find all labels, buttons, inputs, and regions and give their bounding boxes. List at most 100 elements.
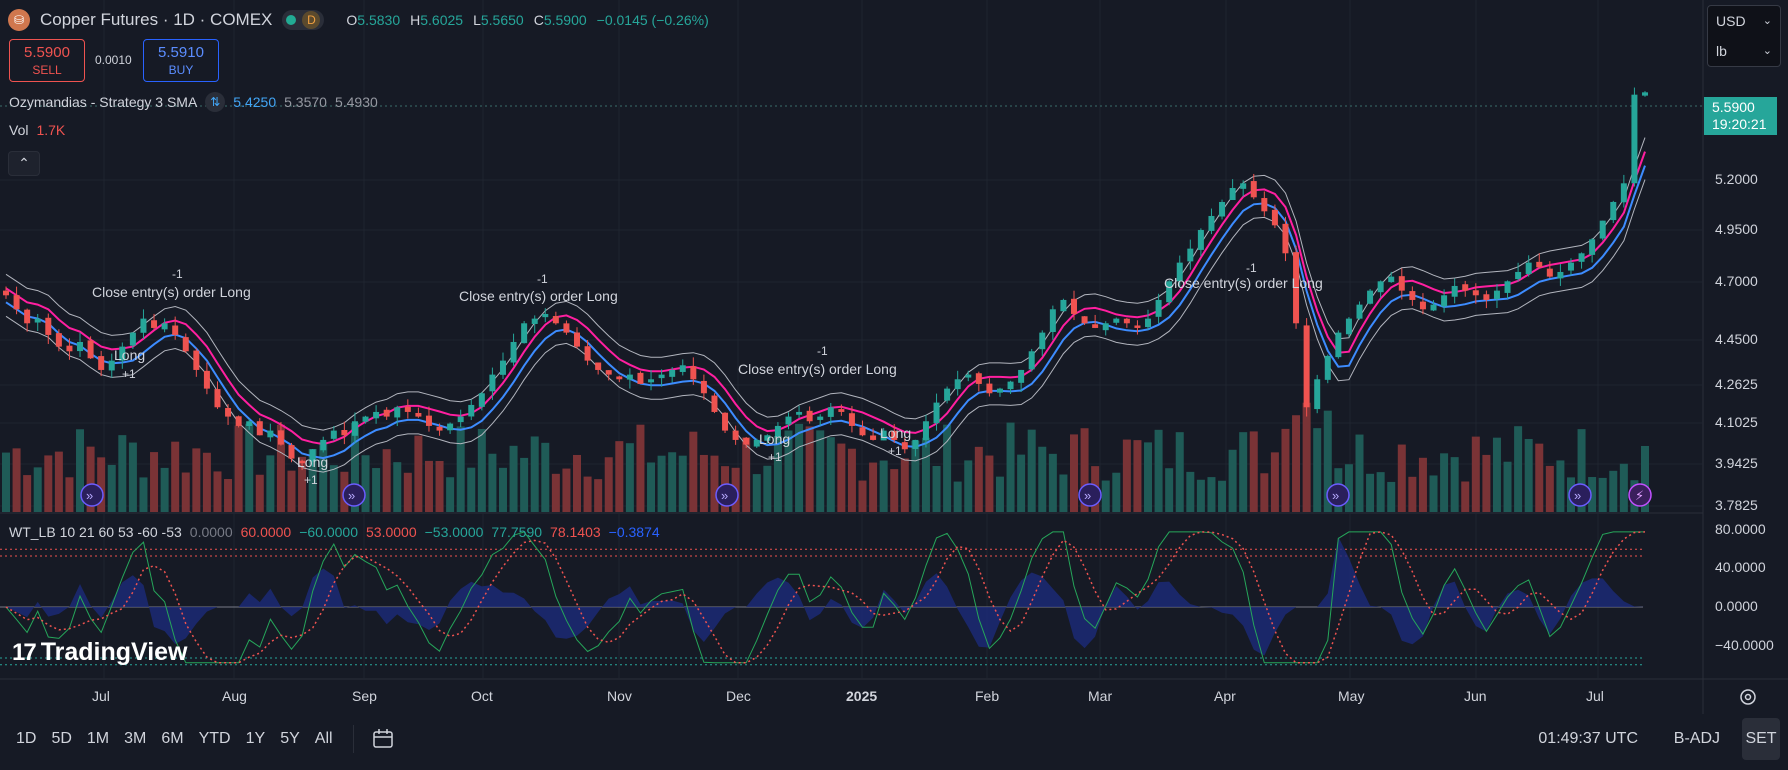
tradingview-logo[interactable]: 17 TradingView: [12, 638, 188, 667]
back-adjust-toggle[interactable]: B-ADJ: [1673, 730, 1720, 747]
unit-select[interactable]: lb ⌄: [1708, 36, 1780, 66]
volume-bar: [689, 431, 698, 512]
candle-body: [1324, 355, 1331, 380]
volume-bar: [932, 465, 941, 512]
calendar-goto-icon[interactable]: [372, 728, 396, 750]
volume-bar: [541, 442, 550, 512]
market-status[interactable]: D: [282, 10, 325, 30]
volume-bar: [44, 455, 53, 512]
currency-unit-selector[interactable]: USD ⌄ lb ⌄: [1707, 5, 1781, 67]
candle-body: [1578, 253, 1585, 262]
candle-body: [711, 395, 718, 412]
time-tick-label: Aug: [222, 688, 247, 704]
settlement-toggle[interactable]: SET: [1742, 718, 1780, 760]
volume-bar: [171, 441, 180, 512]
candle-body: [499, 360, 506, 375]
candle-body: [161, 323, 168, 330]
chevron-down-icon: ⌄: [1762, 45, 1772, 57]
range-button-1m[interactable]: 1M: [86, 730, 110, 747]
candle-body: [700, 380, 707, 394]
volume-bar: [1545, 465, 1554, 512]
candle-body: [1536, 261, 1543, 268]
main-chart[interactable]: Close entry(s) order Long Close entry(s) …: [0, 0, 1788, 714]
range-button-5y[interactable]: 5Y: [280, 730, 300, 747]
minus-one-label: -1: [172, 267, 183, 281]
oscillator-tick-label: 40.0000: [1715, 559, 1766, 575]
strategy-report-icon[interactable]: ⇅: [205, 92, 226, 112]
candle-body: [351, 421, 358, 436]
range-button-ytd[interactable]: YTD: [198, 730, 231, 747]
volume-bar: [1101, 480, 1110, 512]
volume-bar: [308, 448, 317, 512]
candle-body: [626, 374, 633, 380]
event-arrow-icon: »: [1084, 488, 1091, 503]
volume-bar: [393, 462, 402, 512]
buy-button[interactable]: 5.5910 BUY: [143, 39, 219, 82]
wt-value-1: 60.0000: [240, 524, 292, 540]
time-tick-label: Jun: [1464, 688, 1487, 704]
candle-body: [1039, 332, 1046, 350]
range-button-5d[interactable]: 5D: [51, 730, 72, 747]
volume-bar: [964, 460, 973, 512]
candle-body: [648, 379, 655, 383]
candle-body: [98, 356, 105, 370]
candle-body: [838, 409, 845, 412]
candle-body: [13, 295, 20, 310]
volume-legend[interactable]: Vol 1.7K: [9, 122, 65, 138]
bottom-toolbar: 1D 5D 1M 3M 6M YTD 1Y 5Y All 01:49:37 UTC B-ADJ …: [0, 714, 1788, 764]
high-value: 5.6025: [420, 12, 464, 28]
candle-body: [1631, 94, 1638, 184]
volume-bar: [1038, 446, 1047, 512]
wt-values: 0.0000 60.0000 −60.0000 53.0000 −53.0000 77.7…: [190, 524, 660, 540]
wt1-line: [5, 531, 1645, 664]
time-tick-label: Dec: [726, 688, 751, 704]
wt-legend[interactable]: WT_LB 10 21 60 53 -60 -53 0.0000 60.0000−…: [9, 524, 660, 540]
range-button-6m[interactable]: 6M: [161, 730, 184, 747]
range-button-3m[interactable]: 3M: [124, 730, 147, 747]
candle-body: [1589, 239, 1596, 255]
candle-body: [45, 317, 52, 335]
volume-bar: [1461, 481, 1470, 512]
last-price: 5.5900: [1712, 99, 1755, 115]
symbol-header[interactable]: ⛁ Copper Futures · 1D · COMEX D O5.5830 …: [8, 8, 709, 32]
dividend-event-icon: [715, 483, 739, 507]
candle-body: [510, 341, 517, 363]
buy-price: 5.5910: [158, 44, 204, 61]
volume-bar: [1397, 444, 1406, 512]
strategy-name[interactable]: Ozymandias - Strategy 3 SMA: [9, 94, 198, 110]
candle-body: [1483, 294, 1490, 300]
volume-bar: [382, 449, 391, 512]
volume-label[interactable]: Vol: [9, 122, 29, 138]
time-tick-label: Feb: [975, 688, 1000, 704]
candle-body: [1049, 309, 1056, 332]
candle-body: [1028, 351, 1035, 370]
volume-bar: [858, 480, 867, 512]
price-tick-label: 4.9500: [1715, 221, 1758, 237]
range-button-1d[interactable]: 1D: [16, 730, 37, 747]
volume-bar: [647, 462, 656, 512]
wt-name[interactable]: WT_LB 10 21 60 53 -60 -53: [9, 524, 182, 540]
volume-bar: [2, 452, 10, 512]
range-button-1y[interactable]: 1Y: [245, 730, 266, 747]
candle-body: [288, 445, 295, 459]
minus-one-label: -1: [817, 344, 828, 358]
volume-bar: [23, 475, 32, 512]
candle-body: [225, 407, 232, 417]
range-button-all[interactable]: All: [314, 730, 333, 747]
volume-bar: [1556, 460, 1565, 512]
collapse-legend-button[interactable]: ⌃: [8, 151, 40, 176]
sell-button[interactable]: 5.5900 SELL: [9, 39, 85, 82]
symbol-title[interactable]: Copper Futures · 1D · COMEX: [40, 10, 273, 29]
gear-icon[interactable]: [1738, 687, 1758, 707]
candle-body: [616, 376, 623, 380]
volume-bar: [953, 481, 962, 512]
high-label: H: [410, 12, 421, 28]
volume-bar: [583, 476, 592, 512]
volume-bar: [213, 471, 222, 512]
candle-body: [373, 411, 380, 419]
candle-body: [119, 346, 126, 361]
strategy-legend[interactable]: Ozymandias - Strategy 3 SMA ⇅ 5.4250 5.3…: [9, 92, 378, 112]
candle-body: [3, 290, 9, 296]
utc-clock[interactable]: 01:49:37 UTC: [1538, 730, 1638, 747]
currency-select[interactable]: USD ⌄: [1708, 6, 1780, 36]
